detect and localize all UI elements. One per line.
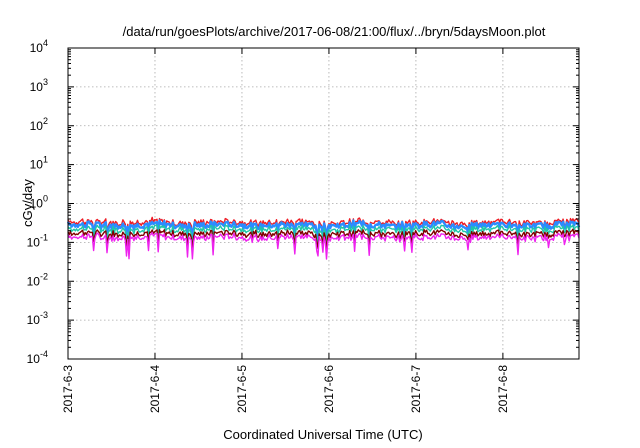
plot-series [66,216,581,260]
y-axis: 10-4 10-3 10-2 10-1 100 101 102 103 104 [27,38,579,366]
x-tick-label: 2017-6-7 [409,365,423,413]
x-tick-label: 2017-6-4 [148,365,162,413]
grid [68,48,579,359]
y-tick-label: 100 [30,194,48,211]
y-tick-label: 10-1 [27,232,48,249]
y-tick-label: 102 [30,116,48,133]
x-tick-label: 2017-6-5 [235,365,249,413]
y-tick-label: 104 [30,38,48,55]
x-tick-label: 2017-6-6 [322,365,336,413]
y-tick-label: 10-3 [27,310,48,327]
y-tick-label: 10-2 [27,271,48,288]
series-line [67,231,580,260]
x-axis: 2017-6-3 2017-6-4 2017-6-5 2017-6-6 2017-6-7… [61,48,510,413]
y-tick-label: 10-4 [27,349,48,366]
x-tick-label: 2017-6-8 [496,365,510,413]
x-axis-label: Coordinated Universal Time (UTC) [223,427,422,442]
x-tick-label: 2017-6-3 [61,365,75,413]
chart-title: /data/run/goesPlots/archive/2017-06-08/2… [123,24,546,39]
y-tick-label: 101 [30,155,48,172]
y-tick-label: 103 [30,77,48,94]
y-axis-label: cGy/day [20,179,35,227]
